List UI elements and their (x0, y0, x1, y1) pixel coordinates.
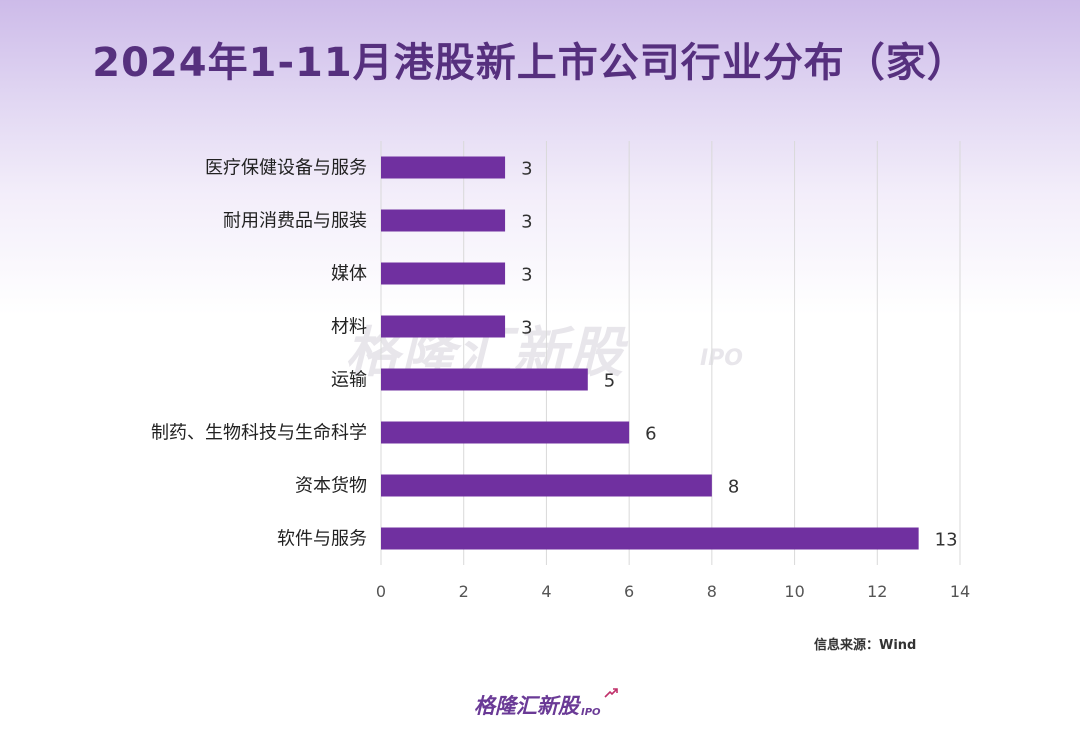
category-label: 软件与服务 (277, 529, 367, 550)
x-tick-label: 4 (541, 582, 551, 601)
data-label: 5 (604, 371, 615, 392)
category-label: 医疗保健设备与服务 (205, 158, 367, 179)
bar (381, 315, 506, 338)
category-label: 材料 (331, 317, 367, 338)
category-label: 运输 (331, 370, 367, 391)
data-label: 3 (521, 318, 532, 339)
chart-title: 2024年1-11月港股新上市公司行业分布（家） (92, 40, 968, 86)
category-label: 媒体 (331, 264, 367, 285)
category-label: 耐用消费品与服装 (223, 211, 367, 232)
x-tick-label: 12 (867, 582, 887, 601)
data-label: 3 (521, 212, 532, 233)
x-tick-label: 8 (707, 582, 717, 601)
x-tick-label: 6 (624, 582, 634, 601)
bar (381, 474, 712, 497)
x-tick-label: 10 (784, 582, 804, 601)
bar (381, 156, 506, 179)
bar (381, 527, 919, 550)
x-tick-label: 2 (459, 582, 469, 601)
bar (381, 262, 506, 285)
watermark-tag: IPO (700, 346, 744, 371)
bar (381, 421, 630, 444)
category-label: 资本货物 (295, 476, 367, 497)
value-labels: 3 3 3 3 5 6 8 13 (521, 159, 957, 551)
x-tick-label: 14 (950, 582, 970, 601)
grid-lines (380, 141, 961, 565)
data-label: 8 (728, 477, 739, 498)
brand-logo: 格隆汇新股 IPO (474, 690, 601, 720)
brand-logo-tag: IPO (581, 707, 601, 718)
bar (381, 368, 588, 391)
trend-arrow-icon (604, 688, 618, 698)
source-note: 信息来源：Wind (814, 638, 917, 653)
x-tick-label: 0 (376, 582, 386, 601)
bar (381, 209, 506, 232)
data-label: 3 (521, 265, 532, 286)
brand-logo-text: 格隆汇新股 (474, 694, 579, 718)
data-label: 6 (645, 424, 656, 445)
axis-tick-labels: 0 2 4 6 8 10 12 14 (376, 582, 970, 601)
category-labels: 医疗保健设备与服务耐用消费品与服装媒体材料运输制药、生物科技与生命科学资本货物软… (151, 158, 367, 550)
bars (381, 156, 919, 550)
category-label: 制药、生物科技与生命科学 (151, 423, 367, 444)
data-label: 13 (935, 530, 958, 551)
data-label: 3 (521, 159, 532, 180)
